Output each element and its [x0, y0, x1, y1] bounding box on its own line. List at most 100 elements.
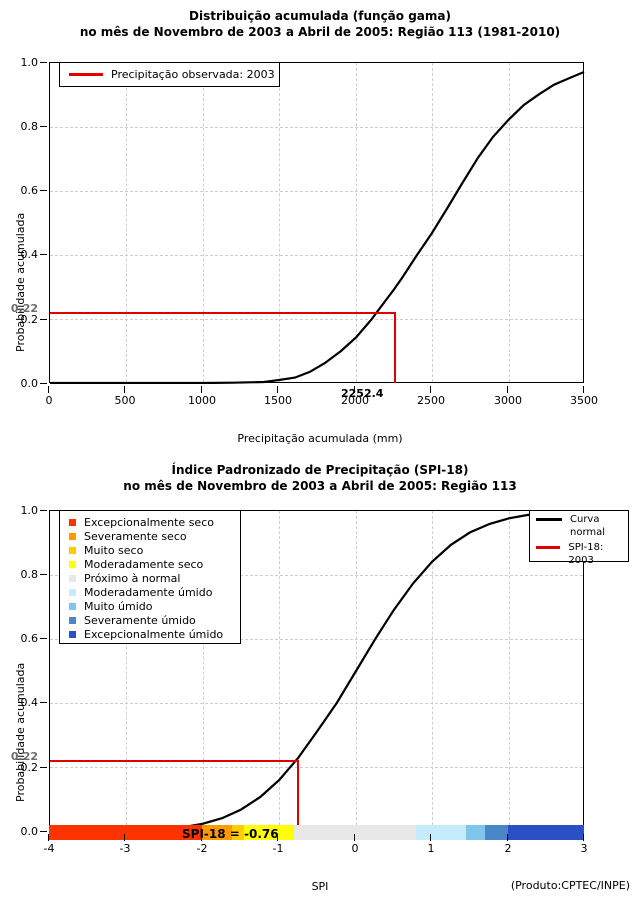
- chart1-ytick-highlight-022: 0.22: [10, 302, 38, 315]
- chart1-curve: [50, 70, 585, 384]
- chart2-xtick-1: 1: [401, 834, 461, 854]
- chart2-marker-vertical-line: [297, 760, 299, 831]
- chart1-gridline-h-0.4: [50, 255, 583, 256]
- color-swatch-icon-moderadamente-umido: [69, 588, 76, 596]
- chart1-gridline-v-500: [126, 63, 127, 382]
- chart1-gridline-v-3000: [509, 63, 510, 382]
- chart1-gridline-v-1500: [279, 63, 280, 382]
- spi-chart-panel: Índice Padronizado de Precipitação (SPI-…: [0, 450, 640, 900]
- legend-item-moderadamente-umido: Moderadamente úmido: [60, 585, 240, 599]
- colorbar-segment-muito-seco: [232, 825, 244, 840]
- chart2-gridline-v-2: [509, 511, 510, 830]
- colorbar-segment-excepcionalmente-seco: [49, 825, 202, 840]
- chart1-xtick-2000: 2000: [325, 386, 385, 406]
- black-line-swatch-icon: [536, 518, 562, 521]
- legend-label-excepcionalmente-seco: Excepcionalmente seco: [84, 515, 214, 529]
- chart1-gridline-v-2000: [356, 63, 357, 382]
- chart2-title-line2: no mês de Novembro de 2003 a Abril de 20…: [123, 479, 517, 493]
- colorbar-segment-proximo-a-normal: [293, 825, 416, 840]
- colorbar-segment-severamente-umido: [484, 825, 508, 840]
- chart2-ytick-4: 0.8: [4, 569, 47, 580]
- chart1-marker-horizontal-line: [50, 312, 395, 314]
- color-swatch-icon-moderadamente-seco: [69, 560, 76, 568]
- chart1-ytick-1: 0.2: [4, 314, 47, 325]
- chart2-gridline-h-0.6: [50, 639, 583, 640]
- chart1-xtick-1000: 1000: [172, 386, 232, 406]
- spi-category-colorbar: [49, 825, 585, 840]
- chart2-gridline-v--2: [203, 511, 204, 830]
- curva-normal-line2: normal: [570, 527, 606, 538]
- legend-item-muito-seco: Muito seco: [60, 543, 240, 557]
- chart1-ytick-3: 0.6: [4, 185, 47, 196]
- legend-label-muito-seco: Muito seco: [84, 543, 144, 557]
- chart1-gridline-v-2500: [432, 63, 433, 382]
- gamma-distribution-chart-panel: Distribuição acumulada (função gama) no …: [0, 8, 640, 445]
- chart1-marker-vertical-line: [394, 312, 396, 383]
- chart1-ytick-2: 0.4: [4, 249, 47, 260]
- legend-label-muito-umido: Muito úmido: [84, 599, 153, 613]
- chart2-xtick--2: -2: [172, 834, 232, 854]
- chart2-ytick-1: 0.2: [4, 762, 47, 773]
- legend-label-excepcionalmente-umido: Excepcionalmente úmido: [84, 627, 224, 641]
- legend-item-severamente-seco: Severamente seco: [60, 529, 240, 543]
- chart2-legend-label-curva-normal: Curva normal: [570, 511, 605, 539]
- chart1-observed-value-label: 2252.4: [341, 387, 384, 400]
- chart2-xtick--3: -3: [95, 834, 155, 854]
- chart2-y-axis-label: Probabilidade acumulada: [14, 662, 27, 802]
- chart2-classification-legend: Excepcionalmente seco Severamente seco M…: [59, 510, 241, 644]
- chart2-marker-horizontal-line: [50, 760, 298, 762]
- chart2-xtick--1: -1: [248, 834, 308, 854]
- chart2-ytick-0: 0.0: [4, 826, 47, 837]
- chart2-gridline-h-0.2: [50, 767, 583, 768]
- colorbar-segment-severamente-seco: [201, 825, 233, 840]
- product-credit: (Produto:CPTEC/INPE): [510, 879, 630, 892]
- chart1-legend: Precipitação observada: 2003: [59, 62, 280, 87]
- chart2-xtick-2: 2: [478, 834, 538, 854]
- chart1-y-axis-label: Probabilidade acumulada: [14, 212, 27, 352]
- chart2-x-axis-label: SPI: [311, 880, 329, 893]
- chart2-ytick-3: 0.6: [4, 633, 47, 644]
- chart2-curve-legend: Curva normal SPI-18: 2003: [529, 510, 629, 566]
- chart2-title-line1: Índice Padronizado de Precipitação (SPI-…: [171, 463, 469, 477]
- legend-item-moderadamente-seco: Moderadamente seco: [60, 557, 240, 571]
- chart1-ytick-0: 0.0: [4, 378, 47, 389]
- legend-label-severamente-seco: Severamente seco: [84, 529, 187, 543]
- legend-label-moderadamente-seco: Moderadamente seco: [84, 557, 204, 571]
- chart1-plot-area: [49, 62, 585, 384]
- chart2-ytick-highlight-022: 0.22: [10, 750, 38, 763]
- chart2-gridline-v--1: [279, 511, 280, 830]
- legend-item-severamente-umido: Severamente úmido: [60, 613, 240, 627]
- legend-item-excepcionalmente-umido: Excepcionalmente úmido: [60, 627, 240, 641]
- legend-item-muito-umido: Muito úmido: [60, 599, 240, 613]
- legend-item-excepcionalmente-seco: Excepcionalmente seco: [60, 515, 240, 529]
- chart1-ytick-4: 0.8: [4, 121, 47, 132]
- chart1-xtick-2500: 2500: [401, 386, 461, 406]
- color-swatch-icon-severamente-umido: [69, 616, 76, 624]
- color-swatch-icon-proximo-a-normal: [69, 574, 76, 582]
- chart2-title: Índice Padronizado de Precipitação (SPI-…: [0, 462, 640, 494]
- color-swatch-icon-excepcionalmente-umido: [69, 630, 76, 638]
- chart1-gridline-h-0.6: [50, 191, 583, 192]
- chart1-title-line2: no mês de Novembro de 2003 a Abril de 20…: [79, 25, 561, 39]
- chart1-x-axis-label: Precipitação acumulada (mm): [237, 432, 403, 445]
- chart1-legend-item-observed: Precipitação observada: 2003: [60, 63, 279, 86]
- chart2-ytick-5: 1.0: [4, 505, 47, 516]
- color-swatch-icon-excepcionalmente-seco: [69, 518, 76, 526]
- chart1-ytick-5: 1.0: [4, 57, 47, 68]
- chart1-gridline-h-0.8: [50, 127, 583, 128]
- chart2-ytick-2: 0.4: [4, 697, 47, 708]
- chart1-gridline-v-1000: [203, 63, 204, 382]
- chart1-xtick-3500: 3500: [554, 386, 614, 406]
- chart1-legend-label: Precipitação observada: 2003: [111, 68, 275, 81]
- chart1-xtick-0: 0: [19, 386, 79, 406]
- curva-normal-line1: Curva: [570, 514, 600, 525]
- legend-item-proximo-a-normal: Próximo à normal: [60, 571, 240, 585]
- spi-value-label: SPI-18 = -0.76: [182, 827, 279, 841]
- colorbar-segment-excepcionalmente-umido: [507, 825, 585, 840]
- chart2-xtick--4: -4: [19, 834, 79, 854]
- chart2-legend-label-spi: SPI-18: 2003: [568, 542, 604, 566]
- legend-label-moderadamente-umido: Moderadamente úmido: [84, 585, 213, 599]
- chart1-title: Distribuição acumulada (função gama) no …: [0, 8, 640, 40]
- color-swatch-icon-muito-seco: [69, 546, 76, 554]
- chart1-title-line1: Distribuição acumulada (função gama): [189, 9, 451, 23]
